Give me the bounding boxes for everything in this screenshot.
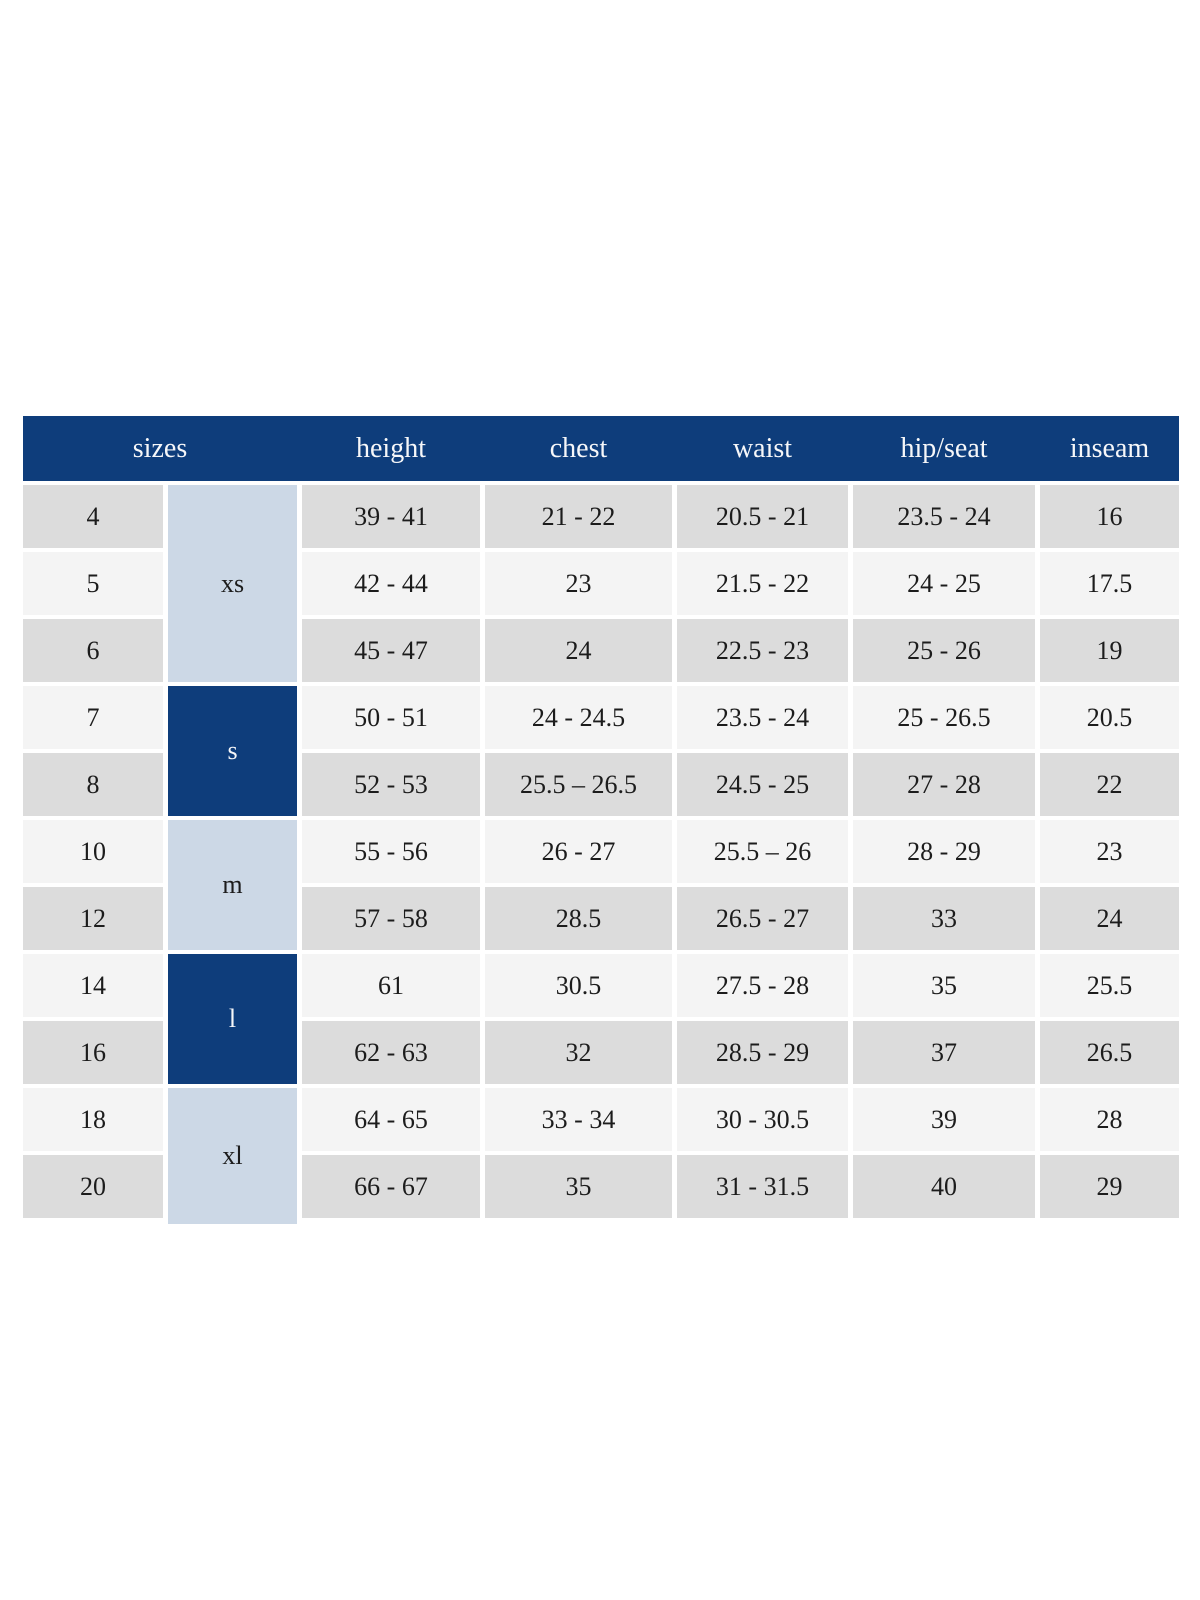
cell-chest: 33 - 34 xyxy=(485,1088,672,1151)
cell-chest: 30.5 xyxy=(485,954,672,1017)
cell-waist: 26.5 - 27 xyxy=(677,887,848,950)
cell-chest: 21 - 22 xyxy=(485,485,672,548)
cell-size: 20 xyxy=(23,1155,163,1218)
cell-waist: 20.5 - 21 xyxy=(677,485,848,548)
table-header-row: sizes height chest waist hip/seat inseam xyxy=(23,416,1179,481)
cell-chest: 23 xyxy=(485,552,672,615)
cell-inseam: 25.5 xyxy=(1040,954,1179,1017)
cell-waist: 30 - 30.5 xyxy=(677,1088,848,1151)
cell-waist: 25.5 – 26 xyxy=(677,820,848,883)
cell-height: 62 - 63 xyxy=(302,1021,480,1084)
cell-hip-seat: 27 - 28 xyxy=(853,753,1035,816)
cell-height: 52 - 53 xyxy=(302,753,480,816)
size-group-m: m xyxy=(168,820,297,950)
cell-height: 55 - 56 xyxy=(302,820,480,883)
cell-hip-seat: 25 - 26.5 xyxy=(853,686,1035,749)
size-chart-table: sizes height chest waist hip/seat inseam… xyxy=(23,416,1179,1224)
cell-waist: 22.5 - 23 xyxy=(677,619,848,682)
cell-hip-seat: 28 - 29 xyxy=(853,820,1035,883)
cell-inseam: 22 xyxy=(1040,753,1179,816)
cell-height: 45 - 47 xyxy=(302,619,480,682)
cell-chest: 26 - 27 xyxy=(485,820,672,883)
cell-chest: 25.5 – 26.5 xyxy=(485,753,672,816)
cell-hip-seat: 39 xyxy=(853,1088,1035,1151)
cell-size: 16 xyxy=(23,1021,163,1084)
cell-waist: 21.5 - 22 xyxy=(677,552,848,615)
cell-hip-seat: 23.5 - 24 xyxy=(853,485,1035,548)
header-cell-inseam: inseam xyxy=(1069,432,1150,464)
cell-size: 5 xyxy=(23,552,163,615)
cell-height: 66 - 67 xyxy=(302,1155,480,1218)
cell-size: 4 xyxy=(23,485,163,548)
size-group-xl: xl xyxy=(168,1088,297,1224)
cell-chest: 24 xyxy=(485,619,672,682)
cell-hip-seat: 25 - 26 xyxy=(853,619,1035,682)
cell-size: 6 xyxy=(23,619,163,682)
cell-waist: 27.5 - 28 xyxy=(677,954,848,1017)
cell-chest: 24 - 24.5 xyxy=(485,686,672,749)
cell-size: 8 xyxy=(23,753,163,816)
cell-inseam: 20.5 xyxy=(1040,686,1179,749)
header-cell-hip-seat: hip/seat xyxy=(900,432,988,464)
cell-chest: 28.5 xyxy=(485,887,672,950)
cell-height: 39 - 41 xyxy=(302,485,480,548)
cell-size: 18 xyxy=(23,1088,163,1151)
cell-height: 57 - 58 xyxy=(302,887,480,950)
cell-size: 10 xyxy=(23,820,163,883)
cell-hip-seat: 37 xyxy=(853,1021,1035,1084)
cell-height: 50 - 51 xyxy=(302,686,480,749)
cell-inseam: 16 xyxy=(1040,485,1179,548)
cell-inseam: 26.5 xyxy=(1040,1021,1179,1084)
cell-inseam: 29 xyxy=(1040,1155,1179,1218)
header-cell-sizes: sizes xyxy=(132,432,188,464)
cell-size: 7 xyxy=(23,686,163,749)
cell-hip-seat: 33 xyxy=(853,887,1035,950)
cell-hip-seat: 35 xyxy=(853,954,1035,1017)
cell-hip-seat: 24 - 25 xyxy=(853,552,1035,615)
size-group-xs: xs xyxy=(168,485,297,682)
cell-inseam: 19 xyxy=(1040,619,1179,682)
cell-inseam: 24 xyxy=(1040,887,1179,950)
cell-height: 64 - 65 xyxy=(302,1088,480,1151)
cell-waist: 24.5 - 25 xyxy=(677,753,848,816)
size-group-l: l xyxy=(168,954,297,1084)
cell-inseam: 17.5 xyxy=(1040,552,1179,615)
cell-size: 12 xyxy=(23,887,163,950)
cell-chest: 32 xyxy=(485,1021,672,1084)
cell-waist: 31 - 31.5 xyxy=(677,1155,848,1218)
cell-waist: 28.5 - 29 xyxy=(677,1021,848,1084)
cell-inseam: 28 xyxy=(1040,1088,1179,1151)
cell-hip-seat: 40 xyxy=(853,1155,1035,1218)
cell-height: 61 xyxy=(302,954,480,1017)
cell-size: 14 xyxy=(23,954,163,1017)
cell-chest: 35 xyxy=(485,1155,672,1218)
cell-inseam: 23 xyxy=(1040,820,1179,883)
cell-height: 42 - 44 xyxy=(302,552,480,615)
header-cell-waist: waist xyxy=(732,432,793,464)
header-cell-chest: chest xyxy=(549,432,608,464)
header-cell-height: height xyxy=(356,432,426,464)
size-group-s: s xyxy=(168,686,297,816)
cell-waist: 23.5 - 24 xyxy=(677,686,848,749)
